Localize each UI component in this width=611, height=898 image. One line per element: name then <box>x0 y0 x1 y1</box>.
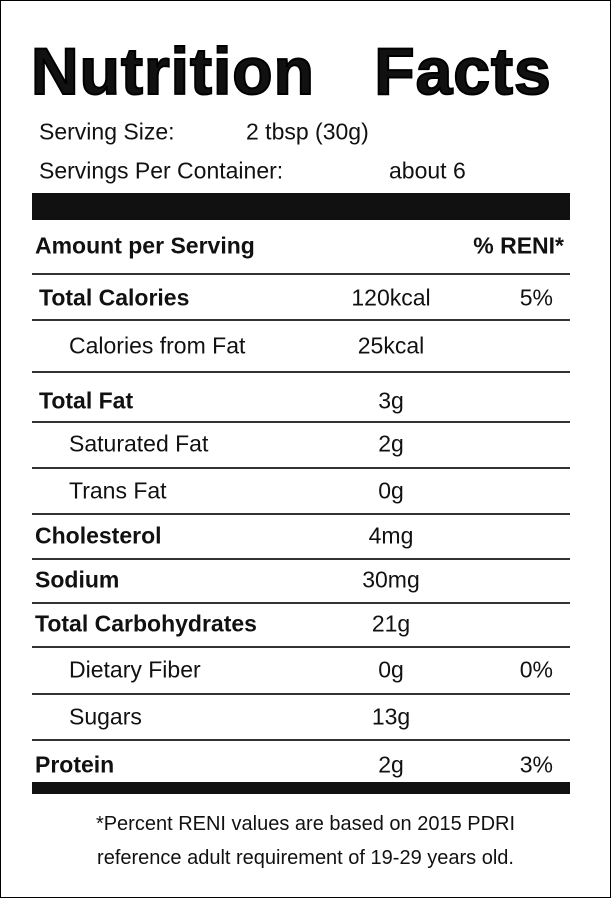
divider <box>32 371 570 373</box>
divider <box>32 273 570 275</box>
nutrient-amount: 3g <box>378 387 404 414</box>
nutrient-percent: 5% <box>519 284 553 311</box>
nutrient-name: Sodium <box>35 566 120 593</box>
serving-size-value: 2 tbsp (30g) <box>246 118 369 145</box>
nutrient-percent: 0% <box>519 656 553 683</box>
nutrient-name: Calories from Fat <box>69 332 246 359</box>
nutrient-amount: 30mg <box>362 566 420 593</box>
title: Nutrition Facts <box>30 34 552 108</box>
nutrient-name: Trans Fat <box>69 477 167 504</box>
nutrient-amount: 21g <box>371 610 411 637</box>
divider <box>32 693 570 695</box>
nutrient-amount: 2g <box>378 751 404 778</box>
footnote-line: reference adult requirement of 19-29 yea… <box>97 847 514 869</box>
top-bar <box>32 193 570 220</box>
divider <box>32 558 570 560</box>
divider <box>32 319 570 321</box>
divider <box>32 739 570 741</box>
servings-value: about 6 <box>389 157 466 184</box>
divider <box>32 421 570 423</box>
nutrient-amount: 4mg <box>368 522 414 549</box>
nutrient-amount: 120kcal <box>351 284 431 311</box>
nutrient-amount: 0g <box>378 656 404 683</box>
nutrient-name: Total Calories <box>39 284 190 311</box>
nutrient-name: Total Fat <box>39 387 134 414</box>
bottom-bar <box>32 782 570 794</box>
amount-header: Amount per Serving <box>35 232 255 259</box>
divider <box>32 467 570 469</box>
nutrient-percent: 3% <box>519 751 553 778</box>
nutrient-amount: 13g <box>371 703 411 730</box>
servings-label: Servings Per Container: <box>39 157 284 184</box>
nutrient-name: Sugars <box>69 703 142 730</box>
serving-size-label: Serving Size: <box>39 118 175 145</box>
nutrient-name: Protein <box>35 751 115 778</box>
divider <box>32 513 570 515</box>
nutrient-amount: 0g <box>378 477 404 504</box>
footnote-line: *Percent RENI values are based on 2015 P… <box>95 813 516 835</box>
nutrient-name: Cholesterol <box>35 522 162 549</box>
nutrient-amount: 2g <box>378 430 404 457</box>
nutrient-name: Total Carbohydrates <box>35 610 257 637</box>
percent-header: % RENI* <box>473 232 564 259</box>
nutrient-amount: 25kcal <box>357 332 425 359</box>
nutrient-name: Saturated Fat <box>69 430 209 457</box>
divider <box>32 646 570 648</box>
nutrient-name: Dietary Fiber <box>69 656 201 683</box>
divider <box>32 602 570 604</box>
